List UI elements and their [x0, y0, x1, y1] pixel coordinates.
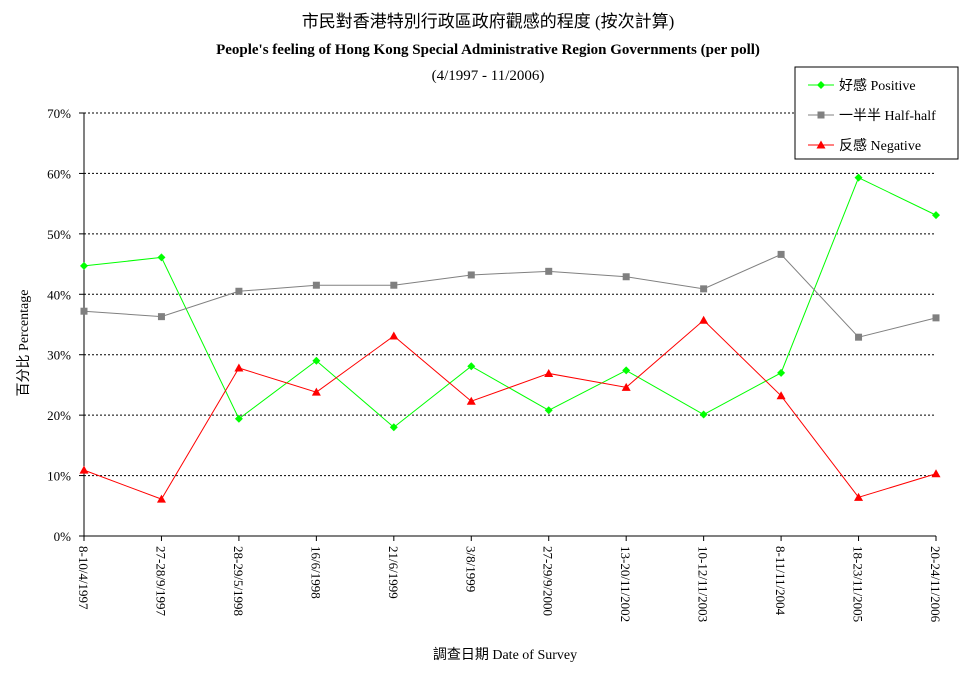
data-point: [467, 271, 475, 279]
data-point: [854, 173, 863, 182]
y-tick-label: 70%: [47, 106, 71, 121]
data-point: [854, 492, 864, 501]
data-point: [79, 465, 89, 474]
y-tick-label: 20%: [47, 408, 71, 423]
chart-title: 市民對香港特別行政區政府觀感的程度 (按次計算): [302, 12, 675, 31]
chart-subtitle: People's feeling of Hong Kong Special Ad…: [216, 42, 760, 58]
data-point: [777, 250, 785, 258]
y-tick-label: 60%: [47, 166, 71, 181]
data-point: [156, 494, 166, 503]
data-point: [312, 356, 321, 365]
y-tick-label: 10%: [47, 469, 71, 484]
legend: 好感 Positive 一半半 Half-half 反感 Negative: [794, 66, 959, 160]
x-tick-label: 20-24/11/2006: [928, 546, 943, 623]
data-point: [545, 267, 553, 275]
x-tick-label: 16/6/1998: [308, 546, 323, 599]
x-tick-label: 13-20/11/2002: [618, 546, 633, 622]
series-diamond: [80, 173, 940, 432]
data-point: [699, 315, 709, 324]
legend-label: 反感 Negative: [839, 137, 921, 154]
legend-marker: [817, 111, 825, 119]
x-tick-label: 3/8/1999: [463, 546, 478, 592]
data-point: [622, 273, 630, 281]
data-point: [157, 253, 166, 262]
data-point: [855, 333, 863, 341]
data-point: [931, 469, 941, 478]
data-point: [389, 423, 398, 432]
x-tick-label: 27-29/9/2000: [541, 546, 556, 616]
data-point: [235, 287, 243, 295]
data-point: [700, 285, 708, 293]
series-line: [83, 176, 937, 428]
x-tick-label: 28-29/5/1998: [231, 546, 246, 616]
x-tick-label: 8-10/4/1997: [76, 546, 91, 610]
data-point: [80, 307, 88, 315]
data-point: [312, 281, 320, 289]
data-point: [157, 313, 165, 321]
x-tick-label: 8-11/11/2004: [773, 546, 788, 616]
data-point: [234, 363, 244, 372]
y-tick-labels: 0% 10% 20% 30% 40% 50% 60% 70%: [47, 106, 71, 544]
x-tick-label: 21/6/1999: [386, 546, 401, 599]
series-square: [80, 250, 940, 341]
chart-period: (4/1997 - 11/2006): [432, 68, 545, 84]
data-point: [311, 387, 321, 396]
series-group: [79, 173, 941, 503]
legend-label: 好感 Positive: [839, 77, 916, 94]
data-point: [234, 414, 243, 423]
data-point: [389, 331, 399, 340]
x-axis-label: 調查日期 Date of Survey: [433, 647, 577, 663]
y-tick-label: 50%: [47, 227, 71, 242]
data-point: [544, 368, 554, 377]
data-point: [932, 211, 940, 220]
data-point: [776, 391, 786, 400]
data-point: [466, 396, 476, 405]
data-point: [544, 406, 553, 415]
data-point: [622, 366, 631, 375]
x-tick-labels: 8-10/4/1997 27-28/9/1997 28-29/5/1998 16/6/…: [76, 546, 943, 623]
x-tick-label: 27-28/9/1997: [153, 546, 168, 617]
y-tick-label: 0%: [54, 529, 72, 544]
y-tick-label: 30%: [47, 348, 71, 363]
legend-marker: [816, 140, 826, 149]
data-point: [777, 368, 786, 377]
data-point: [699, 410, 708, 419]
data-point: [467, 362, 476, 371]
legend-marker: [817, 81, 825, 89]
grid-lines: [79, 112, 937, 541]
data-point: [80, 261, 88, 270]
data-point: [621, 382, 631, 391]
series-line: [83, 253, 937, 338]
data-point: [932, 314, 940, 322]
x-tick-label: 18-23/11/2005: [851, 546, 866, 622]
series-triangle: [79, 315, 941, 503]
y-axis-label: 百分比 Percentage: [16, 290, 32, 397]
legend-label: 一半半 Half-half: [839, 108, 936, 124]
y-tick-label: 40%: [47, 287, 71, 302]
data-point: [390, 281, 398, 289]
x-tick-label: 10-12/11/2003: [696, 546, 711, 622]
series-line: [83, 319, 937, 500]
